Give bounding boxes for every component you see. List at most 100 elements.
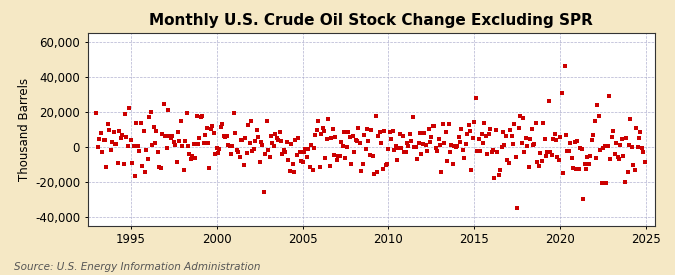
Point bbox=[298, 150, 309, 154]
Point bbox=[334, 154, 345, 159]
Point bbox=[513, 126, 524, 130]
Point bbox=[460, 141, 471, 146]
Point bbox=[288, 170, 299, 175]
Point bbox=[387, 129, 398, 133]
Point bbox=[423, 126, 434, 131]
Point bbox=[104, 128, 115, 133]
Point bbox=[209, 131, 219, 135]
Point bbox=[349, 150, 360, 154]
Point bbox=[304, 164, 315, 169]
Point bbox=[441, 158, 452, 163]
Point bbox=[302, 154, 313, 159]
Point bbox=[625, 117, 636, 121]
Point bbox=[228, 111, 239, 116]
Point bbox=[178, 167, 189, 172]
Point bbox=[554, 158, 564, 163]
Point bbox=[589, 119, 600, 123]
Point bbox=[181, 111, 192, 115]
Point bbox=[331, 158, 342, 162]
Point bbox=[188, 142, 199, 147]
Point bbox=[346, 161, 356, 166]
Point bbox=[515, 114, 526, 118]
Point bbox=[383, 146, 394, 151]
Point bbox=[251, 128, 262, 133]
Point bbox=[284, 169, 295, 173]
Point bbox=[404, 132, 415, 137]
Point bbox=[236, 138, 246, 142]
Point bbox=[275, 139, 286, 143]
Point bbox=[616, 136, 627, 141]
Point bbox=[144, 114, 155, 119]
Point bbox=[422, 149, 433, 153]
Point bbox=[91, 111, 102, 115]
Point bbox=[510, 155, 521, 160]
Point bbox=[593, 113, 604, 118]
Point bbox=[333, 154, 344, 159]
Point bbox=[350, 138, 361, 142]
Point bbox=[92, 145, 103, 149]
Point bbox=[403, 144, 414, 148]
Point bbox=[500, 134, 511, 138]
Point bbox=[227, 144, 238, 148]
Point bbox=[267, 141, 278, 145]
Point bbox=[516, 141, 527, 145]
Point bbox=[146, 143, 157, 147]
Point bbox=[464, 129, 475, 133]
Point bbox=[417, 142, 428, 146]
Point bbox=[200, 132, 211, 137]
Point bbox=[263, 148, 273, 153]
Point bbox=[313, 119, 324, 123]
Point bbox=[169, 142, 180, 147]
Point bbox=[165, 136, 176, 140]
Point bbox=[340, 156, 351, 160]
Point bbox=[469, 119, 480, 124]
Point bbox=[219, 133, 230, 138]
Point bbox=[632, 145, 643, 149]
Point bbox=[481, 134, 491, 138]
Point bbox=[463, 123, 474, 127]
Point bbox=[624, 143, 634, 147]
Point bbox=[171, 160, 182, 164]
Point bbox=[173, 130, 184, 134]
Point bbox=[587, 138, 597, 142]
Point bbox=[347, 133, 358, 138]
Point bbox=[234, 155, 245, 159]
Point bbox=[436, 169, 447, 174]
Point bbox=[97, 150, 107, 154]
Point bbox=[155, 166, 166, 170]
Point bbox=[564, 149, 574, 153]
Point bbox=[486, 150, 497, 154]
Point bbox=[107, 140, 117, 145]
Point bbox=[240, 136, 250, 141]
Point bbox=[579, 161, 590, 166]
Point bbox=[611, 141, 622, 145]
Point bbox=[95, 131, 106, 136]
Point bbox=[565, 141, 576, 145]
Point bbox=[342, 145, 352, 149]
Point bbox=[629, 167, 640, 172]
Point bbox=[148, 124, 159, 129]
Point bbox=[135, 121, 146, 125]
Point bbox=[369, 172, 379, 176]
Point bbox=[603, 94, 614, 98]
Point bbox=[247, 149, 258, 154]
Point bbox=[610, 152, 620, 156]
Point bbox=[211, 145, 222, 150]
Point bbox=[598, 146, 609, 150]
Point bbox=[470, 95, 481, 100]
Point bbox=[394, 132, 405, 137]
Point bbox=[399, 150, 410, 154]
Point bbox=[273, 138, 284, 142]
Point bbox=[269, 144, 279, 148]
Point bbox=[214, 147, 225, 152]
Point bbox=[426, 135, 437, 139]
Point bbox=[409, 144, 420, 149]
Point bbox=[131, 121, 142, 125]
Point bbox=[615, 143, 626, 148]
Point bbox=[140, 170, 151, 174]
Point bbox=[297, 160, 308, 165]
Point bbox=[597, 181, 608, 185]
Point bbox=[528, 143, 539, 148]
Point bbox=[453, 134, 464, 139]
Point bbox=[220, 135, 231, 139]
